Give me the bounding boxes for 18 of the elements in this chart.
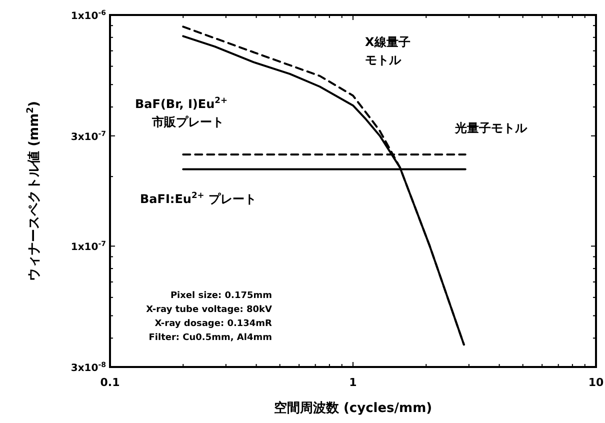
x-axis-title: 空間周波数 (cycles/mm) [274,400,432,416]
x-tick-label: 0.1 [100,376,120,389]
annotation: 光量子モトル [454,121,528,135]
y-tick-label: 1x10$^{-7}$ [70,240,106,254]
annotation: モトル [365,53,402,67]
annotation: X-ray dosage: 0.134mR [154,319,272,329]
annotation: Pixel size: 0.175mm [170,291,272,301]
annotation: Filter: Cu0.5mm, Al4mm [148,333,272,343]
annotation: X線量子 [365,35,410,49]
y-tick-label: 3x10$^{-7}$ [70,130,106,143]
annotation: BaF(Br, I)Eu$^{2+}$ [135,95,228,111]
y-tick-label: 3x10$^{-8}$ [70,361,106,374]
x-tick-label: 1 [349,376,357,389]
annotation: BaFI:Eu$^{2+}$ プレート [140,190,256,206]
annotation: X-ray tube voltage: 80kV [146,305,272,315]
annotation: 市販プレート [151,115,224,129]
x-tick-label: 10 [588,376,604,389]
y-tick-label: 1x10$^{-6}$ [70,9,106,22]
